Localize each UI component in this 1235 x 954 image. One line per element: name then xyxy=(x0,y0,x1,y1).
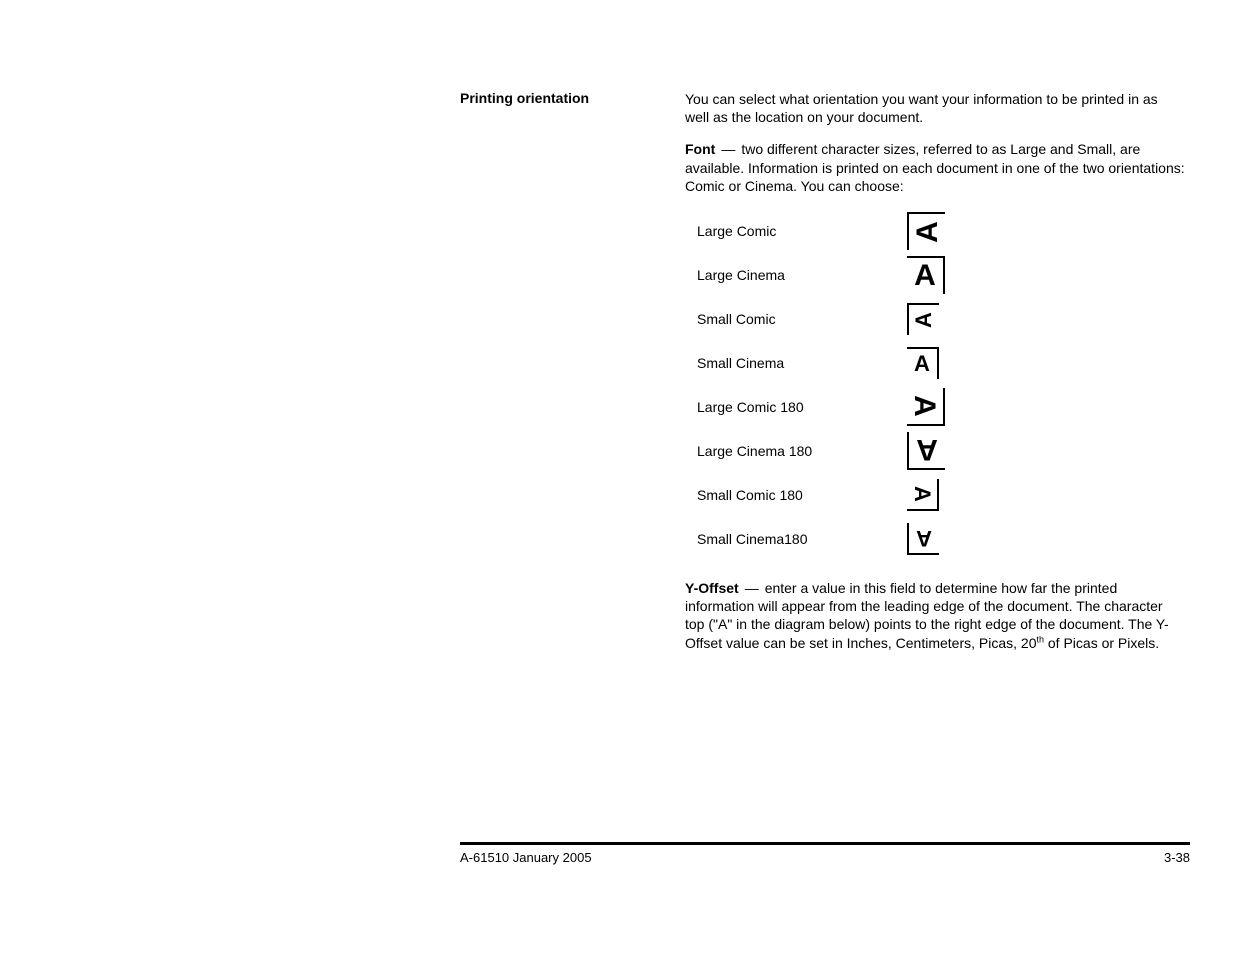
font-option-label: Large Comic 180 xyxy=(697,398,907,416)
font-option-item: Small ComicA xyxy=(697,297,1185,341)
footer-rule xyxy=(460,842,1190,845)
font-option-item: Small CinemaA xyxy=(697,341,1185,385)
font-paragraph: Font —two different character sizes, refe… xyxy=(685,140,1185,195)
page-footer: A-61510 January 2005 3-38 xyxy=(460,850,1190,865)
orientation-glyph-icon: A xyxy=(907,479,939,511)
body-column: You can select what orientation you want… xyxy=(685,90,1185,666)
orientation-glyph-icon: A xyxy=(907,432,945,470)
orientation-glyph-icon: A xyxy=(907,212,945,250)
intro-paragraph: You can select what orientation you want… xyxy=(685,90,1185,126)
font-option-item: Small Comic 180A xyxy=(697,473,1185,517)
font-text: two different character sizes, referred … xyxy=(685,141,1185,193)
dash-icon: — xyxy=(745,580,759,596)
section-heading: Printing orientation xyxy=(460,90,589,106)
yoffset-text-2: of Picas or Pixels. xyxy=(1044,635,1159,651)
font-option-item: Small Cinema180A xyxy=(697,517,1185,561)
dash-icon: — xyxy=(721,141,735,157)
font-option-label: Large Comic xyxy=(697,222,907,240)
yoffset-superscript: th xyxy=(1036,634,1044,644)
font-option-item: Large ComicA xyxy=(697,209,1185,253)
orientation-glyph-icon: A xyxy=(907,347,939,379)
font-option-item: Large Comic 180A xyxy=(697,385,1185,429)
font-option-item: Large CinemaA xyxy=(697,253,1185,297)
orientation-glyph-icon: A xyxy=(907,388,945,426)
font-option-item: Large Cinema 180A xyxy=(697,429,1185,473)
font-option-label: Large Cinema 180 xyxy=(697,442,907,460)
font-option-label: Small Comic 180 xyxy=(697,486,907,504)
font-options-list: Large ComicALarge CinemaASmall ComicASma… xyxy=(697,209,1185,561)
yoffset-label: Y-Offset xyxy=(685,580,739,596)
orientation-glyph-icon: A xyxy=(907,303,939,335)
font-option-label: Small Cinema180 xyxy=(697,530,907,548)
footer-right: 3-38 xyxy=(1164,850,1190,865)
font-option-label: Small Cinema xyxy=(697,354,907,372)
font-option-label: Small Comic xyxy=(697,310,907,328)
orientation-glyph-icon: A xyxy=(907,256,945,294)
footer-left: A-61510 January 2005 xyxy=(460,850,592,865)
font-label: Font xyxy=(685,141,715,157)
yoffset-paragraph: Y-Offset—enter a value in this field to … xyxy=(685,579,1185,652)
orientation-glyph-icon: A xyxy=(907,523,939,555)
font-option-label: Large Cinema xyxy=(697,266,907,284)
